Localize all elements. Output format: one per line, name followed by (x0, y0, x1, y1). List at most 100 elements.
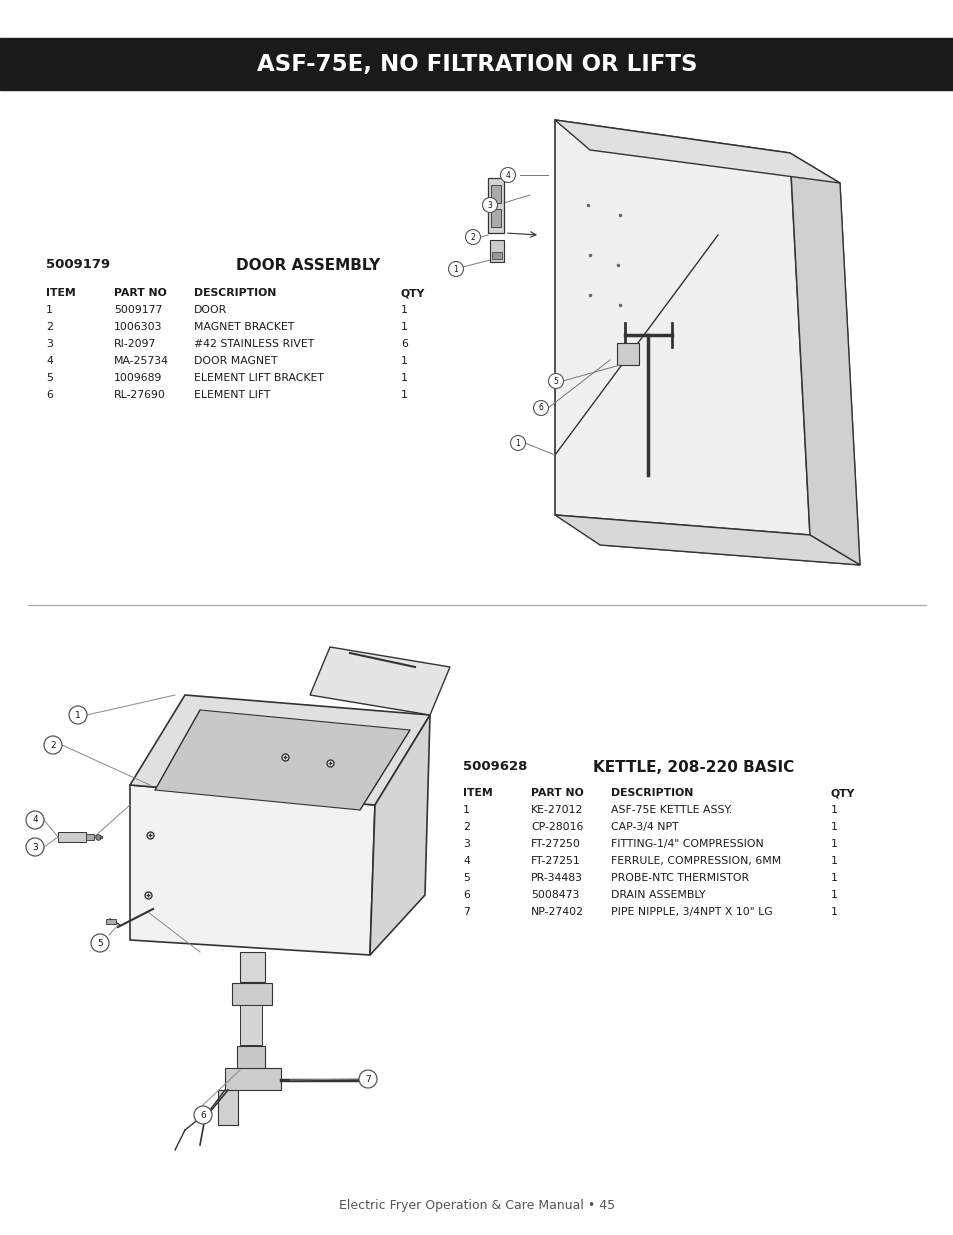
Circle shape (548, 373, 563, 389)
Text: #42 STAINLESS RIVET: #42 STAINLESS RIVET (193, 338, 314, 350)
Text: 1: 1 (830, 890, 837, 900)
Text: 1: 1 (400, 356, 408, 366)
Bar (240, 952, 265, 982)
Text: PART NO: PART NO (113, 288, 167, 298)
Text: KETTLE, 208-220 BASIC: KETTLE, 208-220 BASIC (593, 760, 794, 776)
Text: 7: 7 (462, 906, 470, 918)
Text: FT-27250: FT-27250 (531, 839, 580, 848)
Bar (106, 919, 116, 924)
Bar (0, 38, 953, 90)
Circle shape (533, 400, 548, 415)
Text: DESCRIPTION: DESCRIPTION (610, 788, 693, 798)
Text: MAGNET BRACKET: MAGNET BRACKET (193, 322, 294, 332)
Polygon shape (154, 710, 410, 810)
Polygon shape (555, 515, 859, 564)
Polygon shape (370, 715, 430, 955)
Text: 2: 2 (462, 823, 470, 832)
Text: QTY: QTY (830, 788, 855, 798)
Text: KE-27012: KE-27012 (531, 805, 583, 815)
Text: DOOR: DOOR (193, 305, 227, 315)
Circle shape (465, 230, 480, 245)
Polygon shape (555, 120, 840, 183)
Text: MA-25734: MA-25734 (113, 356, 169, 366)
Polygon shape (130, 785, 375, 955)
Text: FT-27251: FT-27251 (531, 856, 580, 866)
Bar (488, 178, 503, 233)
Text: 1: 1 (46, 305, 52, 315)
Text: 5008473: 5008473 (531, 890, 578, 900)
Text: 1: 1 (830, 906, 837, 918)
Text: 1006303: 1006303 (113, 322, 162, 332)
Text: 6: 6 (46, 390, 52, 400)
Bar (492, 252, 501, 259)
Text: CAP-3/4 NPT: CAP-3/4 NPT (610, 823, 678, 832)
Text: 4: 4 (32, 815, 38, 825)
Polygon shape (310, 647, 450, 715)
Text: 4: 4 (505, 170, 510, 179)
Text: ITEM: ITEM (462, 788, 493, 798)
Text: DESCRIPTION: DESCRIPTION (193, 288, 276, 298)
Circle shape (358, 1070, 376, 1088)
Text: PART NO: PART NO (531, 788, 583, 798)
Text: ITEM: ITEM (46, 288, 75, 298)
Text: 5009179: 5009179 (46, 258, 110, 270)
Text: NP-27402: NP-27402 (531, 906, 583, 918)
Text: 6: 6 (462, 890, 470, 900)
Text: 1: 1 (400, 322, 408, 332)
Text: FERRULE, COMPRESSION, 6MM: FERRULE, COMPRESSION, 6MM (610, 856, 781, 866)
Text: DOOR ASSEMBLY: DOOR ASSEMBLY (235, 258, 380, 273)
Polygon shape (130, 695, 430, 805)
Circle shape (448, 262, 463, 277)
Circle shape (500, 168, 515, 183)
Text: 1: 1 (830, 823, 837, 832)
Bar (491, 209, 500, 227)
Text: 2: 2 (46, 322, 52, 332)
Text: 1: 1 (830, 873, 837, 883)
Circle shape (26, 811, 44, 829)
Bar (236, 1046, 265, 1070)
Text: 1: 1 (830, 839, 837, 848)
Text: PR-34483: PR-34483 (531, 873, 582, 883)
Polygon shape (555, 120, 809, 535)
Text: 1: 1 (830, 856, 837, 866)
Text: 6: 6 (200, 1110, 206, 1119)
Text: 3: 3 (462, 839, 470, 848)
Text: 1: 1 (453, 264, 457, 273)
Text: 4: 4 (46, 356, 52, 366)
Text: 3: 3 (32, 842, 38, 851)
Text: 5: 5 (553, 377, 558, 385)
Text: ASF-75E, NO FILTRATION OR LIFTS: ASF-75E, NO FILTRATION OR LIFTS (256, 53, 697, 75)
Text: 3: 3 (487, 200, 492, 210)
Text: 1: 1 (400, 305, 408, 315)
Circle shape (482, 198, 497, 212)
Circle shape (193, 1107, 212, 1124)
Bar (490, 240, 503, 262)
Text: 7: 7 (365, 1074, 371, 1083)
Text: 6: 6 (400, 338, 408, 350)
Circle shape (26, 839, 44, 856)
Text: 4: 4 (462, 856, 470, 866)
Text: 6: 6 (538, 404, 543, 412)
Text: ELEMENT LIFT BRACKET: ELEMENT LIFT BRACKET (193, 373, 323, 383)
Text: RL-27690: RL-27690 (113, 390, 166, 400)
Text: 2: 2 (51, 741, 56, 750)
Bar (86, 834, 94, 840)
Text: 1: 1 (515, 438, 519, 447)
Text: 1: 1 (75, 710, 81, 720)
Text: RI-2097: RI-2097 (113, 338, 156, 350)
Text: DRAIN ASSEMBLY: DRAIN ASSEMBLY (610, 890, 705, 900)
Text: 5009177: 5009177 (113, 305, 162, 315)
Text: 2: 2 (470, 232, 475, 242)
Text: QTY: QTY (400, 288, 425, 298)
Text: 1: 1 (830, 805, 837, 815)
Text: CP-28016: CP-28016 (531, 823, 583, 832)
Bar (240, 1005, 262, 1045)
Bar (225, 1068, 281, 1091)
Text: 1009689: 1009689 (113, 373, 162, 383)
Circle shape (44, 736, 62, 755)
Circle shape (91, 934, 109, 952)
Text: Electric Fryer Operation & Care Manual • 45: Electric Fryer Operation & Care Manual •… (338, 1198, 615, 1212)
Text: 5: 5 (462, 873, 470, 883)
Text: PROBE-NTC THERMISTOR: PROBE-NTC THERMISTOR (610, 873, 748, 883)
Text: 5009628: 5009628 (462, 760, 527, 773)
